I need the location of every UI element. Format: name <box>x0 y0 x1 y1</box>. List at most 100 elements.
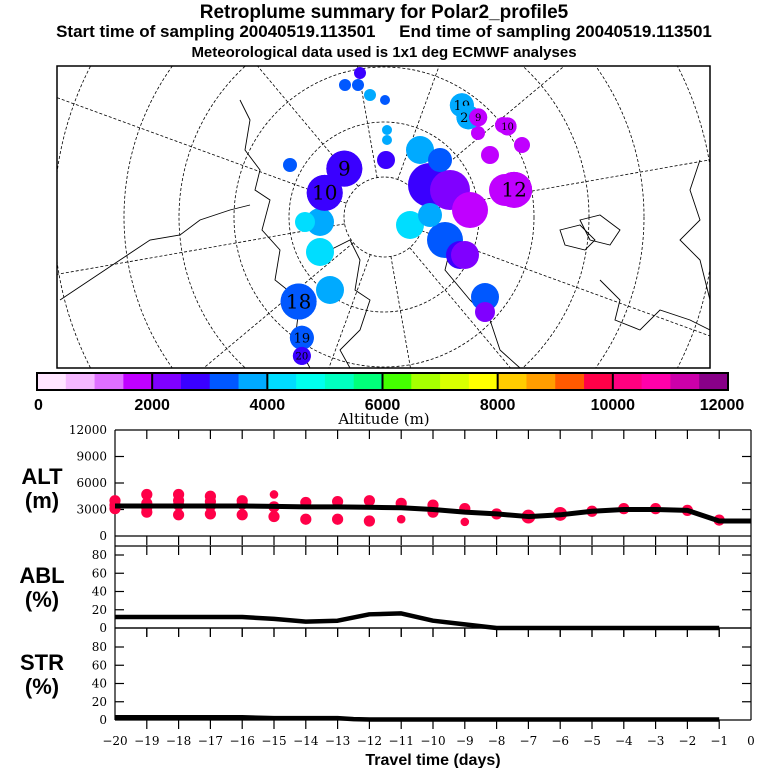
y-tick-label: 3000 <box>76 503 107 517</box>
panel-abl: 0 20 40 60 80 ABL(%) <box>19 545 752 637</box>
colorbar: 0 2000 4000 6000 8000 10000 12000 <box>34 372 744 414</box>
plume-cluster <box>352 79 364 91</box>
colorbar-label: Altitude (m) <box>337 410 429 428</box>
colorbar-tick-label: 4000 <box>250 397 286 414</box>
plume-circle <box>496 171 533 208</box>
colorbar-swatch <box>180 373 211 390</box>
altitude-point <box>268 510 280 523</box>
y-tick-label: 60 <box>92 658 107 672</box>
latitude-circle <box>233 66 535 368</box>
x-tick-label: −2 <box>679 734 697 748</box>
x-tick-label: −14 <box>293 734 319 748</box>
plume-cluster <box>283 158 297 172</box>
colorbar-tick-label: 0 <box>34 397 43 414</box>
x-tick-label: −13 <box>325 734 350 748</box>
x-tick-label: −7 <box>520 734 538 748</box>
colorbar-swatch <box>37 373 67 390</box>
plume-cluster <box>364 89 376 101</box>
plume-cluster <box>306 238 334 266</box>
panel-label: (%) <box>25 674 59 699</box>
plume-circle <box>289 325 314 350</box>
colorbar-swatch <box>382 373 412 390</box>
x-tick-label: −1 <box>710 734 728 748</box>
x-tick-label: −11 <box>389 734 414 748</box>
plume-circle <box>292 346 311 365</box>
plume-circle <box>326 150 363 187</box>
plume-cluster <box>451 241 479 269</box>
panel-str: 0 20 40 60 80 STR(%) <box>20 627 752 729</box>
y-tick-label: 0 <box>99 713 107 727</box>
plume-cluster <box>354 67 366 79</box>
colorbar-swatch <box>440 373 470 390</box>
x-tick-label: −20 <box>102 734 127 748</box>
colorbar-swatch <box>641 373 671 390</box>
plume-cluster <box>452 192 488 228</box>
x-tick-label: −12 <box>357 734 382 748</box>
panel-label: ALT <box>21 464 63 489</box>
plume-cluster <box>316 276 344 304</box>
plume-cluster <box>339 79 351 91</box>
plume-cluster <box>382 135 392 145</box>
colorbar-swatch <box>353 373 383 390</box>
plume-cluster <box>471 283 499 311</box>
plume-day-label: 9 <box>338 157 351 181</box>
plume-circle <box>498 117 517 136</box>
plume-cluster <box>418 203 442 227</box>
y-tick-label: 60 <box>92 566 107 580</box>
y-tick-label: 6000 <box>76 476 107 490</box>
plume-cluster <box>481 146 499 164</box>
plume-day-label: 20 <box>296 351 309 362</box>
colorbar-swatch <box>152 373 182 390</box>
plume-cluster <box>428 148 452 172</box>
colorbar-tick-label: 8000 <box>480 397 516 414</box>
plume-day-label: 9 <box>475 113 481 124</box>
x-tick-label: −17 <box>198 734 223 748</box>
coastline <box>559 224 596 251</box>
colorbar-swatch <box>670 373 700 390</box>
altitude-point <box>332 513 344 525</box>
plume-day-label: 12 <box>501 178 526 202</box>
colorbar-swatch <box>123 373 153 390</box>
altitude-point <box>236 509 248 521</box>
altitude-point <box>300 513 312 525</box>
abl-line <box>115 611 720 631</box>
colorbar-swatch <box>497 373 527 390</box>
plume-cluster <box>382 125 392 135</box>
y-tick-label: 9000 <box>76 450 107 464</box>
x-tick-label: −8 <box>488 734 506 748</box>
plume-day-label: 10 <box>312 181 337 205</box>
str-line <box>115 715 720 722</box>
sampling-time-subtitle: Start time of sampling 20040519.113501 E… <box>56 22 712 41</box>
x-tick-label: −6 <box>551 734 569 748</box>
meridian-line <box>57 97 347 204</box>
coastline <box>679 159 710 301</box>
panel-label: (%) <box>25 587 59 612</box>
x-tick-label: −19 <box>134 734 159 748</box>
colorbar-swatch <box>612 373 643 390</box>
plume-circle <box>469 108 488 127</box>
colorbar-swatch <box>238 373 268 390</box>
altitude-point <box>460 517 470 527</box>
plume-cluster <box>406 136 434 164</box>
y-tick-label: 20 <box>92 695 107 709</box>
altitude-point <box>363 515 375 527</box>
plume-circle <box>306 174 343 211</box>
colorbar-swatch <box>209 373 240 390</box>
meridian-line <box>421 230 710 337</box>
colorbar-swatch <box>468 373 499 390</box>
colorbar-swatch <box>555 373 585 390</box>
coastline <box>579 214 621 246</box>
y-tick-label: 0 <box>99 621 107 635</box>
x-axis-title: Travel time (days) <box>365 752 500 768</box>
colorbar-swatch <box>94 373 124 390</box>
x-tick-label: −5 <box>583 734 601 748</box>
y-tick-label: 80 <box>92 548 107 562</box>
colorbar-swatch <box>699 373 729 390</box>
panel-label: STR <box>20 650 64 675</box>
colorbar-swatch <box>65 373 96 390</box>
x-tick-label: −15 <box>261 734 286 748</box>
y-tick-label: 12000 <box>69 423 107 437</box>
altitude-point <box>269 490 279 499</box>
meridian-line <box>57 223 345 275</box>
